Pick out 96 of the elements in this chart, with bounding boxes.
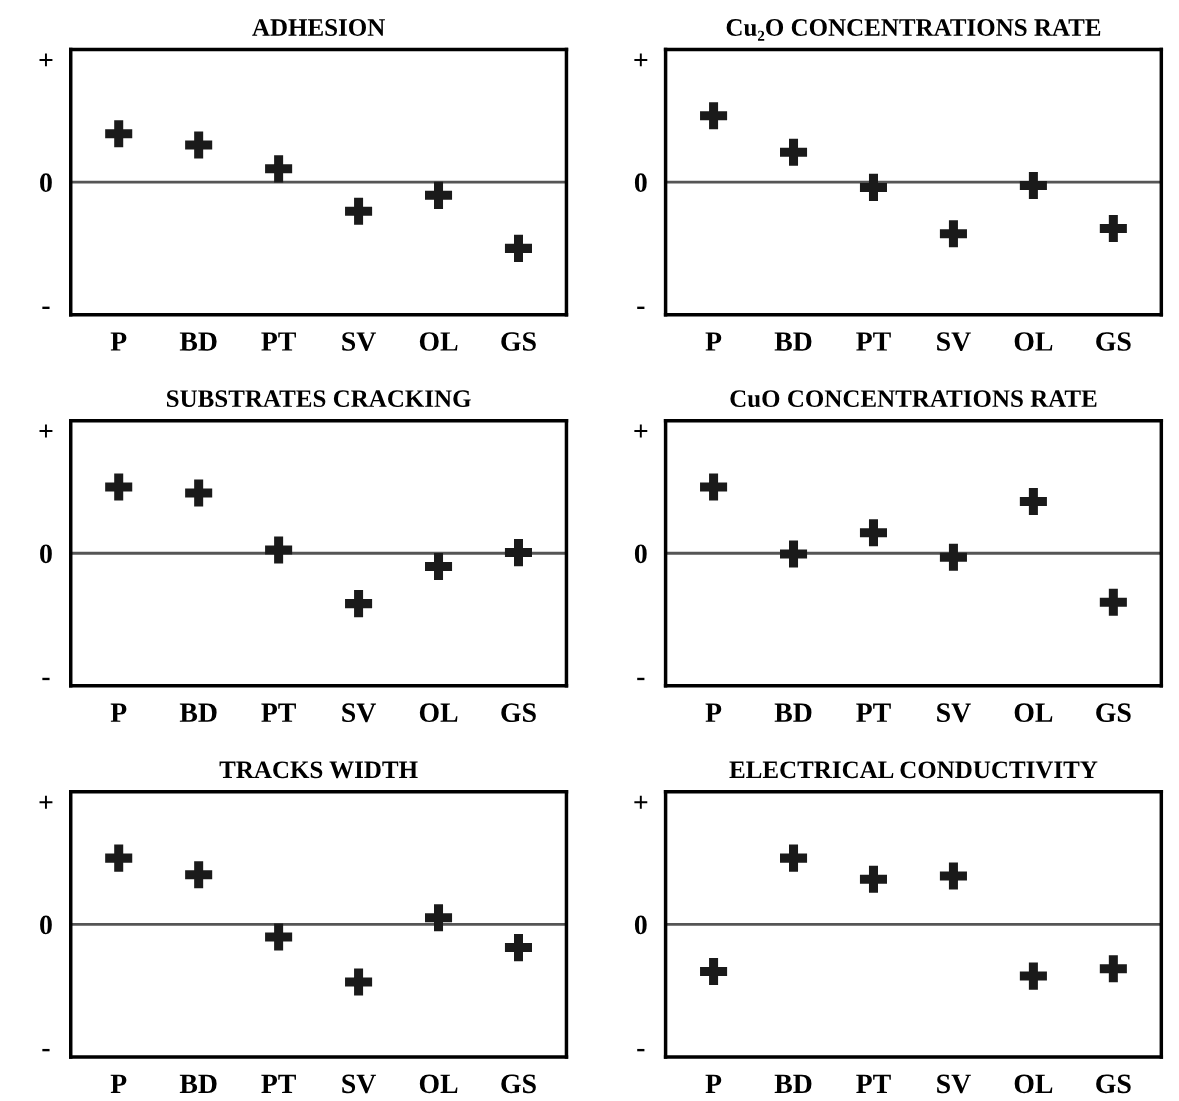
point (504, 934, 533, 962)
point (1099, 214, 1127, 243)
point (939, 862, 967, 890)
x-tick-label: OL (419, 703, 458, 723)
x-tick-label: SV (937, 1074, 971, 1094)
point (779, 540, 808, 568)
x-tick-label: BD (774, 703, 812, 722)
point (700, 957, 728, 985)
point (424, 181, 453, 209)
text: - (637, 1048, 645, 1052)
point (424, 552, 453, 581)
chart-title: ADHESION (252, 19, 385, 36)
x-tick-label: GS (501, 703, 536, 723)
text: + (634, 424, 648, 438)
point (1099, 588, 1127, 616)
point (345, 197, 373, 225)
point (105, 844, 133, 872)
point (700, 102, 728, 130)
x-tick-label: PT (856, 1074, 891, 1093)
x-tick-label: P (110, 332, 127, 351)
text: 0 (634, 173, 647, 193)
x-tick-label: GS (501, 1074, 536, 1094)
x-tick-label: OL (419, 332, 458, 351)
point (185, 861, 213, 889)
point (859, 173, 888, 201)
point (424, 904, 453, 932)
x-tick-label: BD (774, 1074, 812, 1093)
x-tick-label: P (705, 1074, 722, 1093)
point (504, 539, 533, 567)
x-tick-label: GS (1096, 1074, 1131, 1094)
point (265, 536, 293, 564)
chart-title: CuO CONCENTRATIONS RATE (730, 390, 1097, 408)
point (105, 473, 133, 501)
x-tick-label: OL (1014, 703, 1053, 723)
point (1019, 171, 1047, 199)
x-tick-label: OL (1014, 332, 1053, 351)
x-tick-label: BD (179, 332, 217, 351)
point (700, 473, 728, 501)
x-tick-label: BD (774, 332, 812, 351)
x-tick-label: BD (179, 1074, 217, 1093)
x-tick-label: SV (342, 332, 377, 352)
x-tick-label: OL (419, 1074, 458, 1094)
point (939, 543, 967, 571)
x-tick-label: SV (342, 1074, 377, 1094)
text: - (637, 306, 645, 309)
text: - (42, 677, 50, 681)
text: + (634, 53, 648, 67)
x-tick-label: PT (856, 703, 891, 722)
x-tick-label: GS (501, 332, 536, 351)
point (859, 519, 888, 547)
point (105, 120, 133, 148)
text: + (39, 424, 53, 438)
x-tick-label: P (110, 703, 127, 722)
point (779, 138, 808, 166)
point (859, 865, 888, 893)
text: + (634, 795, 648, 809)
point (345, 968, 373, 996)
x-tick-label: SV (342, 703, 377, 723)
point (265, 155, 293, 183)
text: - (42, 306, 50, 309)
text: - (42, 1048, 50, 1052)
point (345, 590, 373, 618)
point (185, 479, 213, 507)
x-tick-label: P (110, 1074, 127, 1093)
chart-title: ELECTRICAL CONDUCTIVITY (729, 761, 1098, 779)
chart-title: TRACKS WIDTH (219, 761, 418, 779)
x-tick-label: SV (937, 332, 971, 352)
text: + (39, 795, 53, 809)
chart-title: SUBSTRATES CRACKING (166, 390, 471, 408)
x-tick-label: OL (1014, 1074, 1053, 1094)
x-tick-label: P (705, 703, 722, 722)
point (1019, 488, 1047, 516)
point (504, 234, 533, 262)
text: 0 (634, 544, 647, 564)
text: 0 (40, 915, 52, 935)
x-tick-label: PT (856, 332, 891, 351)
chart-title: Cu₂O CONCENTRATIONS RATE (726, 19, 1101, 41)
point (1019, 962, 1047, 990)
x-tick-label: P (705, 332, 722, 351)
point (185, 131, 213, 159)
x-tick-label: PT (261, 1074, 296, 1093)
text: + (39, 53, 53, 67)
point (779, 844, 808, 872)
x-tick-label: GS (1096, 332, 1131, 351)
point (939, 220, 967, 248)
x-tick-label: GS (1096, 703, 1131, 723)
x-tick-label: PT (261, 332, 296, 351)
x-tick-label: PT (261, 703, 296, 722)
text: 0 (40, 544, 52, 564)
text: 0 (634, 915, 647, 935)
x-tick-label: BD (179, 703, 217, 722)
text: 0 (40, 173, 52, 193)
text: - (637, 677, 645, 681)
point (1099, 955, 1127, 983)
x-tick-label: SV (937, 703, 971, 723)
point (265, 923, 293, 951)
